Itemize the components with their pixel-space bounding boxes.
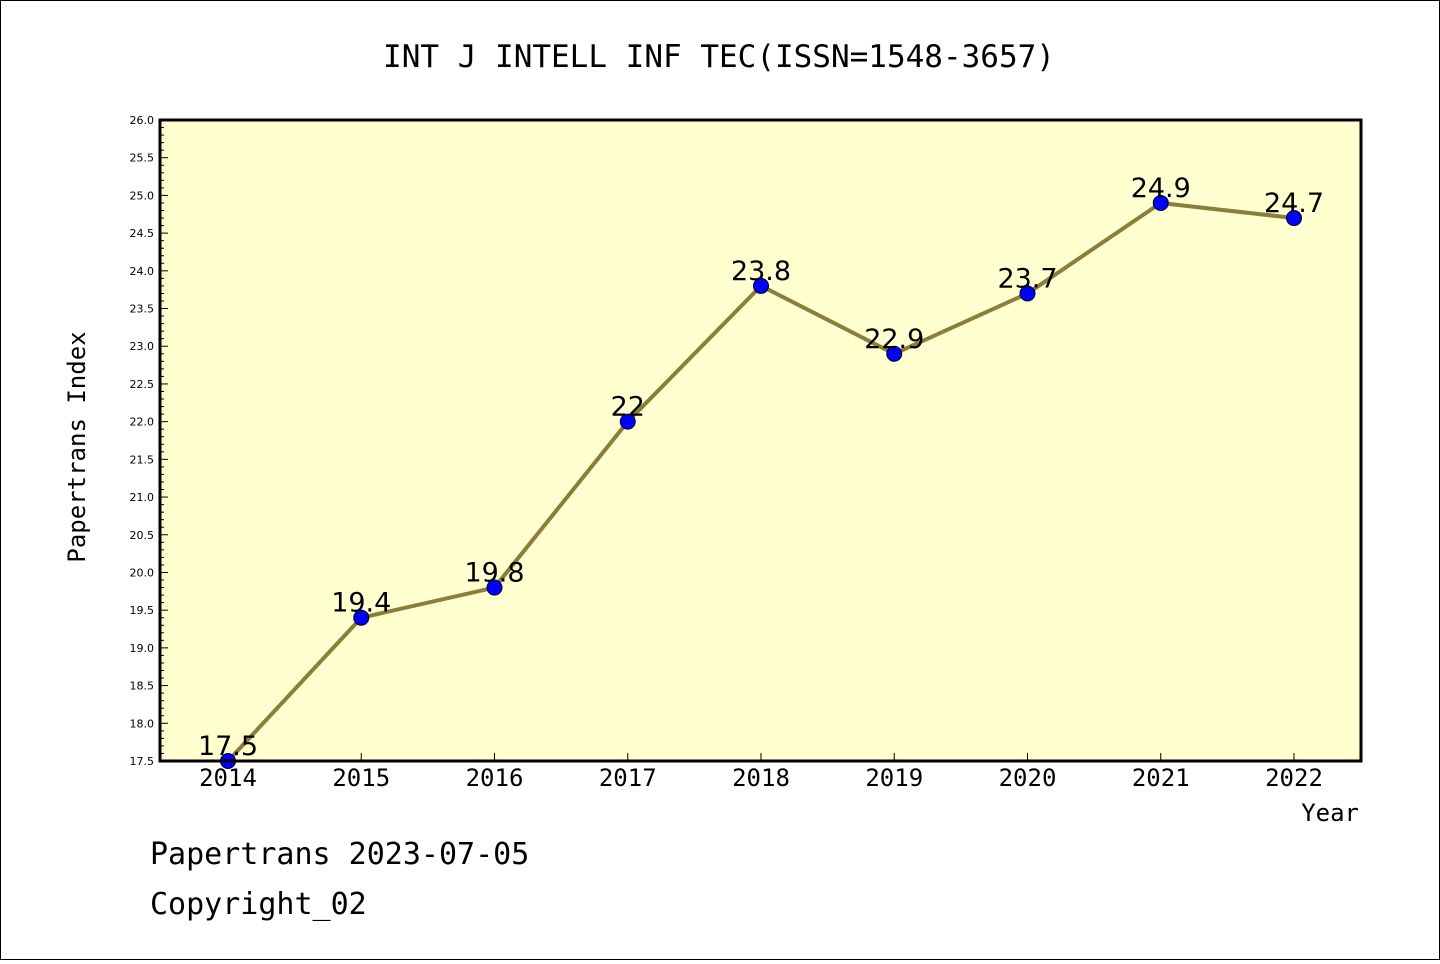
chart-title: INT J INTELL INF TEC(ISSN=1548-3657) — [383, 39, 1055, 75]
footer-copyright: Copyright_02 — [150, 887, 367, 922]
y-tick-label: 21.5 — [130, 453, 155, 466]
data-label: 24.7 — [1264, 188, 1324, 219]
plot-frame — [158, 118, 1363, 763]
plot-area — [160, 120, 1361, 761]
y-tick-label: 23.5 — [130, 303, 155, 316]
x-tick-label: 2018 — [732, 764, 790, 792]
data-point — [486, 579, 503, 596]
y-tick-label: 19.5 — [130, 604, 155, 617]
y-tick-label: 24.0 — [130, 265, 155, 278]
y-tick-label: 26.0 — [130, 114, 155, 127]
y-tick-label: 20.0 — [130, 566, 155, 579]
data-label: 24.9 — [1131, 173, 1191, 204]
y-tick-label: 22.0 — [130, 416, 155, 429]
y-tick-label: 22.5 — [130, 378, 155, 391]
data-label: 19.4 — [331, 588, 391, 619]
data-label: 19.8 — [464, 558, 524, 589]
x-tick-label: 2020 — [999, 764, 1057, 792]
y-tick-label: 18.0 — [130, 717, 155, 730]
data-point — [886, 345, 903, 362]
y-tick-label: 23.0 — [130, 340, 155, 353]
y-tick-label: 25.5 — [130, 152, 155, 165]
y-tick-label: 24.5 — [130, 227, 155, 240]
data-label: 23.7 — [997, 263, 1057, 294]
x-tick-label: 2015 — [332, 764, 390, 792]
x-tick-label: 2019 — [865, 764, 923, 792]
data-labels: 17.5 19.4 19.8 22 23.8 22.9 23.7 24.9 24.7 — [198, 173, 1324, 762]
series-markers — [220, 194, 1302, 769]
x-axis: 2014 2015 2016 2017 2018 2019 2020 2021 2022 — [199, 753, 1323, 792]
x-tick-label: 2017 — [599, 764, 657, 792]
data-label: 22.9 — [864, 324, 924, 355]
data-point — [353, 609, 370, 626]
data-point — [619, 413, 636, 430]
data-label: 17.5 — [198, 731, 258, 762]
x-tick-label: 2016 — [466, 764, 524, 792]
data-label: 22 — [611, 392, 645, 423]
data-point — [753, 277, 769, 294]
data-point — [1019, 285, 1036, 302]
footer-source: Papertrans 2023-07-05 — [150, 837, 529, 872]
y-tick-label: 21.0 — [130, 491, 155, 504]
y-tick-label: 18.5 — [130, 680, 155, 693]
y-tick-label: 17.5 — [130, 755, 155, 768]
y-tick-label: 25.0 — [130, 189, 155, 202]
data-point — [1152, 194, 1169, 211]
y-tick-label: 20.5 — [130, 529, 155, 542]
x-tick-label: 2022 — [1265, 764, 1323, 792]
data-point — [1286, 210, 1302, 227]
x-axis-label: Year — [1301, 799, 1359, 827]
y-axis-label: Papertrans Index — [63, 331, 91, 562]
x-tick-label: 2021 — [1132, 764, 1190, 792]
data-label: 23.8 — [731, 256, 791, 287]
y-tick-label: 19.0 — [130, 642, 155, 655]
